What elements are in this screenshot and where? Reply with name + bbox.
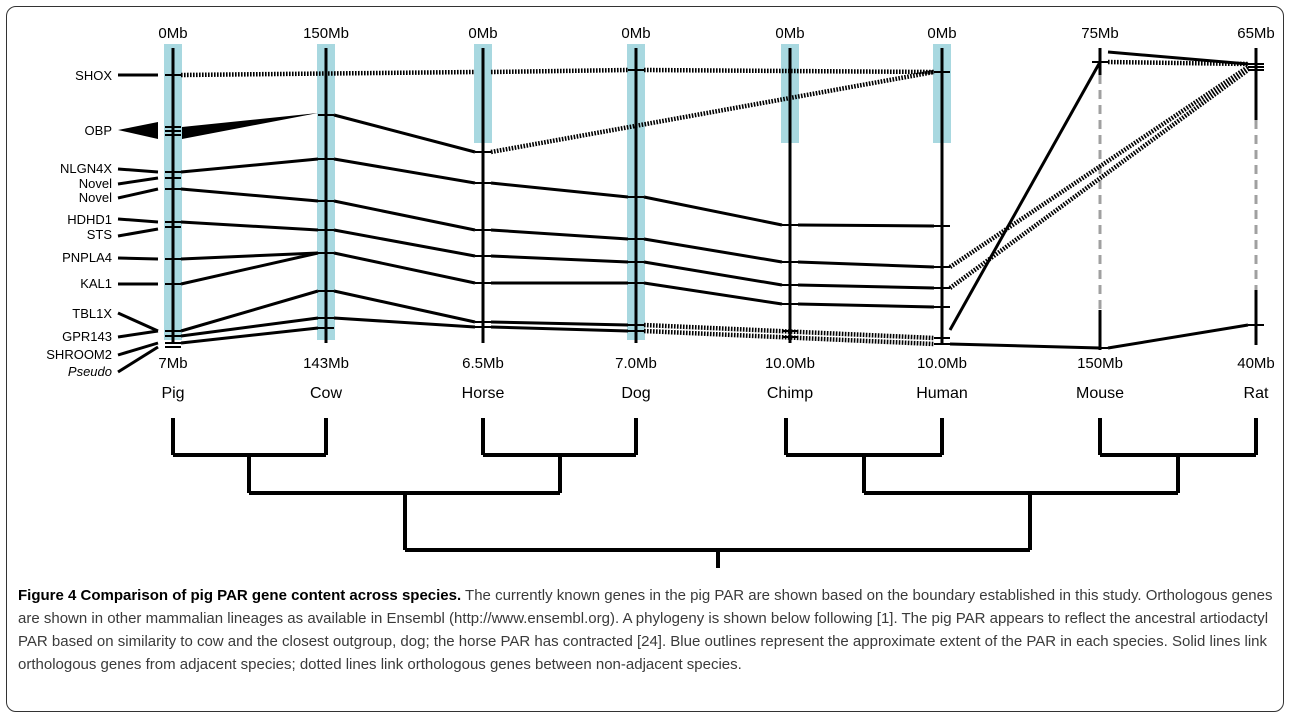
caption-lead: Figure 4 Comparison of pig PAR gene cont… <box>18 587 462 604</box>
obp-wedge-pig-cow <box>182 113 318 139</box>
bottom-label-mouse: 150Mb <box>1077 355 1123 372</box>
gene-connector-3 <box>117 187 159 200</box>
species-name-dog: Dog <box>621 385 650 402</box>
gene-label-novel-4: Novel <box>79 190 112 205</box>
gene-label-shox-0: SHOX <box>75 68 112 83</box>
gene-connector-4 <box>117 217 159 224</box>
gene-label-shroom2-11: SHROOM2 <box>46 347 112 362</box>
ortholog-link-13 <box>333 289 476 324</box>
gene-label-novel-3: Novel <box>79 176 112 191</box>
gene-label-hdhd1-5: HDHD1 <box>67 212 112 227</box>
bottom-label-human: 10.0Mb <box>917 355 967 372</box>
gene-connector-5 <box>117 227 159 238</box>
ortholog-link-9 <box>333 157 476 185</box>
ortholog-link-17 <box>490 254 629 264</box>
ortholog-link-27 <box>797 283 935 290</box>
gene-label-pseudo-12: Pseudo <box>68 364 112 379</box>
ortholog-link-26 <box>797 260 935 269</box>
top-label-cow: 150Mb <box>303 25 349 42</box>
ortholog-link-14 <box>333 316 476 329</box>
ortholog-link-10 <box>333 199 476 232</box>
ortholog-link-23 <box>643 260 783 287</box>
ortholog-link-1 <box>180 187 319 203</box>
dotted-link-3 <box>490 69 935 155</box>
ortholog-link-22 <box>643 237 783 264</box>
ortholog-link-30 <box>949 342 1101 350</box>
species-name-pig: Pig <box>161 385 184 402</box>
gene-label-sts-6: STS <box>87 227 113 242</box>
top-label-human: 0Mb <box>927 25 956 42</box>
ortholog-link-3 <box>180 251 319 261</box>
ortholog-link-24 <box>643 281 783 306</box>
caption-body: The currently known genes in the pig PAR… <box>18 587 1273 673</box>
top-label-horse: 0Mb <box>468 25 497 42</box>
ortholog-link-28 <box>797 302 935 309</box>
ortholog-link-16 <box>490 228 629 241</box>
gene-label-pnpla4-7: PNPLA4 <box>62 250 112 265</box>
species-name-rat: Rat <box>1244 385 1269 402</box>
bottom-label-pig: 7Mb <box>158 355 187 372</box>
ortholog-link-15 <box>490 181 629 199</box>
gene-label-obp-1: OBP <box>85 123 112 138</box>
species-name-mouse: Mouse <box>1076 385 1124 402</box>
gene-connector-2 <box>117 176 159 186</box>
ortholog-link-29 <box>948 61 1102 331</box>
gene-label-tbl1x-9: TBL1X <box>72 306 112 321</box>
bottom-label-cow: 143Mb <box>303 355 349 372</box>
species-name-human: Human <box>916 385 968 402</box>
top-label-pig: 0Mb <box>158 25 187 42</box>
dotted-link-5 <box>643 328 935 347</box>
ortholog-link-25 <box>797 223 935 228</box>
top-label-chimp: 0Mb <box>775 25 804 42</box>
ortholog-link-32 <box>1107 323 1249 350</box>
species-name-horse: Horse <box>462 385 505 402</box>
dotted-link-1 <box>490 67 629 75</box>
figure-caption: Figure 4 Comparison of pig PAR gene cont… <box>18 584 1276 676</box>
ortholog-link-31 <box>1107 50 1249 66</box>
figure-frame <box>6 6 1284 712</box>
gene-connector-8 <box>117 311 159 333</box>
ortholog-link-12 <box>333 251 476 285</box>
gene-connector-11 <box>117 345 159 374</box>
top-label-mouse: 75Mb <box>1081 25 1119 42</box>
dotted-link-8 <box>1107 59 1249 67</box>
ortholog-link-2 <box>180 220 319 232</box>
dotted-link-4 <box>643 322 935 341</box>
top-label-dog: 0Mb <box>621 25 650 42</box>
species-name-chimp: Chimp <box>767 385 813 402</box>
ortholog-link-21 <box>643 195 783 227</box>
ortholog-link-4 <box>180 251 319 286</box>
bottom-label-horse: 6.5Mb <box>462 355 504 372</box>
gene-label-gpr143-10: GPR143 <box>62 329 112 344</box>
ortholog-link-20 <box>490 325 629 333</box>
obp-wedge-left <box>118 122 158 139</box>
ortholog-link-6 <box>180 316 319 338</box>
species-name-cow: Cow <box>310 385 342 402</box>
gene-label-nlgn4x-2: NLGN4X <box>60 161 112 176</box>
par-comparison-figure: 0Mb 7Mb Pig 150Mb 143Mb Cow 0Mb 6.5Mb Horse 0Mb 7.… <box>46 25 1275 568</box>
dotted-link-7 <box>948 68 1250 290</box>
ortholog-link-11 <box>333 228 476 258</box>
bottom-label-dog: 7.0Mb <box>615 355 657 372</box>
top-label-rat: 65Mb <box>1237 25 1275 42</box>
ortholog-link-0 <box>180 157 319 174</box>
gene-label-kal1-8: KAL1 <box>80 276 112 291</box>
bottom-label-rat: 40Mb <box>1237 355 1275 372</box>
dotted-link-0 <box>180 69 476 78</box>
ortholog-link-8 <box>333 113 476 154</box>
gene-connector-9 <box>117 329 159 339</box>
gene-connector-1 <box>117 167 159 174</box>
ortholog-link-7 <box>180 326 319 345</box>
gene-connector-6 <box>117 256 159 261</box>
bottom-label-chimp: 10.0Mb <box>765 355 815 372</box>
ortholog-link-19 <box>490 320 629 327</box>
dotted-link-2 <box>643 67 935 75</box>
ortholog-link-5 <box>180 289 319 333</box>
gene-connector-10 <box>117 341 159 357</box>
